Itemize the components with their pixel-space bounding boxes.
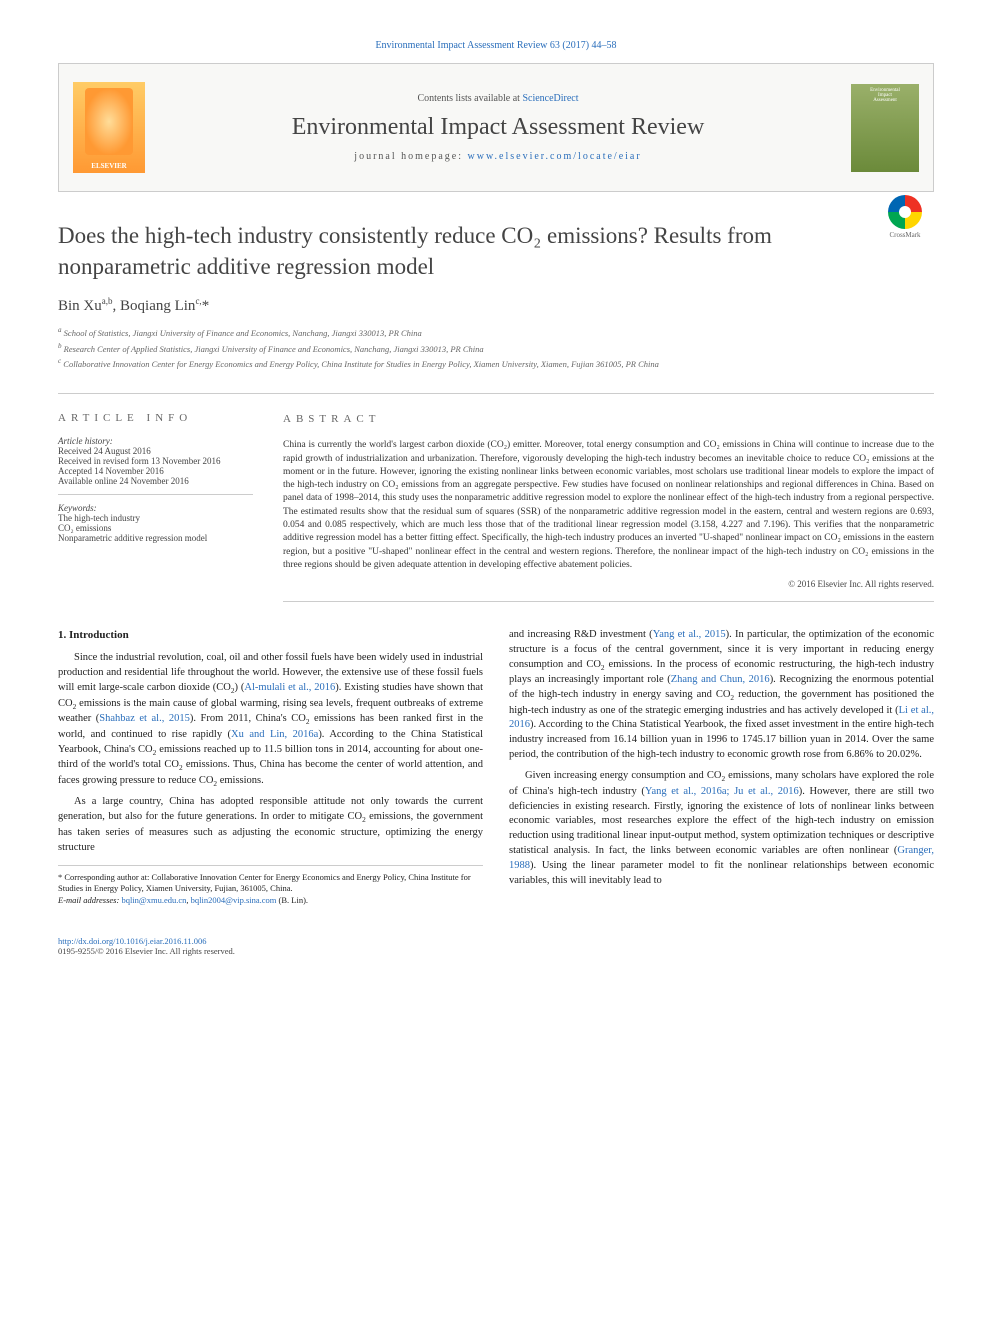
history-received: Received 24 August 2016 <box>58 446 253 456</box>
ref-li2016[interactable]: Li et al., 2016 <box>509 705 934 731</box>
affiliation-a: a School of Statistics, Jiangxi Universi… <box>58 325 934 340</box>
email-1[interactable]: bqlin@xmu.edu.cn <box>121 895 186 905</box>
left-para-2: As a large country, China has adopted re… <box>58 795 483 855</box>
ref-almulali[interactable]: Al-mulali et al., 2016 <box>244 682 335 693</box>
history-revised: Received in revised form 13 November 201… <box>58 456 253 466</box>
history-block: Article history: Received 24 August 2016… <box>58 436 253 495</box>
section-heading: 1. Introduction <box>58 628 483 644</box>
doi-link[interactable]: http://dx.doi.org/10.1016/j.eiar.2016.11… <box>58 936 934 946</box>
crossmark-label: CrossMark <box>889 231 920 239</box>
footnote-block: * Corresponding author at: Collaborative… <box>58 865 483 905</box>
journal-citation[interactable]: Environmental Impact Assessment Review 6… <box>58 40 934 51</box>
keywords-label: Keywords: <box>58 503 253 513</box>
crossmark-badge[interactable]: CrossMark <box>876 188 934 246</box>
email-label: E-mail addresses: <box>58 895 119 905</box>
elsevier-logo-label: ELSEVIER <box>91 162 126 170</box>
journal-name: Environmental Impact Assessment Review <box>153 114 843 141</box>
right-para-1: and increasing R&D investment (Yang et a… <box>509 628 934 763</box>
ref-zhangchun[interactable]: Zhang and Chun, 2016 <box>671 674 770 685</box>
article-info: article info Article history: Received 2… <box>58 412 253 602</box>
author-2: , Boqiang Lin <box>113 298 196 314</box>
header-center: Contents lists available at ScienceDirec… <box>153 93 843 162</box>
right-para-2: Given increasing energy consumption and … <box>509 769 934 889</box>
left-para-1: Since the industrial revolution, coal, o… <box>58 651 483 789</box>
ref-shahbaz[interactable]: Shahbaz et al., 2015 <box>99 713 190 724</box>
article-info-heading: article info <box>58 412 253 424</box>
journal-cover-thumb: Environmental Impact Assessment <box>851 84 919 172</box>
authors-line: Bin Xua,b, Boqiang Linc,* <box>58 296 934 315</box>
sciencedirect-link[interactable]: ScienceDirect <box>522 93 578 104</box>
keyword-2: CO₂ emissions <box>58 523 253 533</box>
homepage-line: journal homepage: www.elsevier.com/locat… <box>153 151 843 162</box>
abstract-block: abstract China is currently the world's … <box>283 412 934 602</box>
abstract-text: China is currently the world's largest c… <box>283 439 934 572</box>
abstract-heading: abstract <box>283 412 934 427</box>
bottom-block: http://dx.doi.org/10.1016/j.eiar.2016.11… <box>58 936 934 956</box>
article-title: Does the high-tech industry consistently… <box>58 220 934 282</box>
keyword-1: The high-tech industry <box>58 513 253 523</box>
history-online: Available online 24 November 2016 <box>58 476 253 486</box>
crossmark-icon <box>888 195 922 229</box>
left-column: 1. Introduction Since the industrial rev… <box>58 628 483 906</box>
history-accepted: Accepted 14 November 2016 <box>58 466 253 476</box>
affiliation-c-text: Collaborative Innovation Center for Ener… <box>63 359 659 369</box>
affiliation-b: b Research Center of Applied Statistics,… <box>58 341 934 356</box>
email-2[interactable]: bqlin2004@vip.sina.com <box>191 895 277 905</box>
ref-yang2016[interactable]: Yang et al., 2016a; Ju et al., 2016 <box>645 786 799 797</box>
contents-line: Contents lists available at ScienceDirec… <box>153 93 843 104</box>
contents-prefix: Contents lists available at <box>417 93 522 104</box>
ref-yang2015[interactable]: Yang et al., 2015 <box>653 629 726 640</box>
affiliations: a School of Statistics, Jiangxi Universi… <box>58 325 934 371</box>
affiliation-b-text: Research Center of Applied Statistics, J… <box>64 344 484 354</box>
keyword-3: Nonparametric additive regression model <box>58 533 253 543</box>
journal-header: ELSEVIER Contents lists available at Sci… <box>58 63 934 192</box>
body-columns: 1. Introduction Since the industrial rev… <box>58 628 934 906</box>
homepage-link[interactable]: www.elsevier.com/locate/eiar <box>468 151 642 162</box>
affiliation-a-text: School of Statistics, Jiangxi University… <box>64 328 422 338</box>
author-1: Bin Xu <box>58 298 102 314</box>
email-suffix: (B. Lin). <box>276 895 308 905</box>
email-line: E-mail addresses: bqlin@xmu.edu.cn, bqli… <box>58 895 483 906</box>
keywords-block: Keywords: The high-tech industry CO₂ emi… <box>58 503 253 543</box>
author-1-affil: a,b <box>102 296 113 306</box>
right-column: and increasing R&D investment (Yang et a… <box>509 628 934 906</box>
history-label: Article history: <box>58 436 253 446</box>
elsevier-logo: ELSEVIER <box>73 82 145 173</box>
abstract-copyright: © 2016 Elsevier Inc. All rights reserved… <box>283 578 934 591</box>
ref-granger[interactable]: Granger, 1988 <box>509 845 934 871</box>
issn-line: 0195-9255/© 2016 Elsevier Inc. All right… <box>58 946 934 956</box>
ref-xulin[interactable]: Xu and Lin, 2016a <box>231 729 318 740</box>
homepage-prefix: journal homepage: <box>354 151 467 162</box>
corresponding-star: * <box>202 298 210 314</box>
cover-word-3: Assessment <box>873 98 897 103</box>
affiliation-c: c Collaborative Innovation Center for En… <box>58 356 934 371</box>
corresponding-note: * Corresponding author at: Collaborative… <box>58 872 483 894</box>
